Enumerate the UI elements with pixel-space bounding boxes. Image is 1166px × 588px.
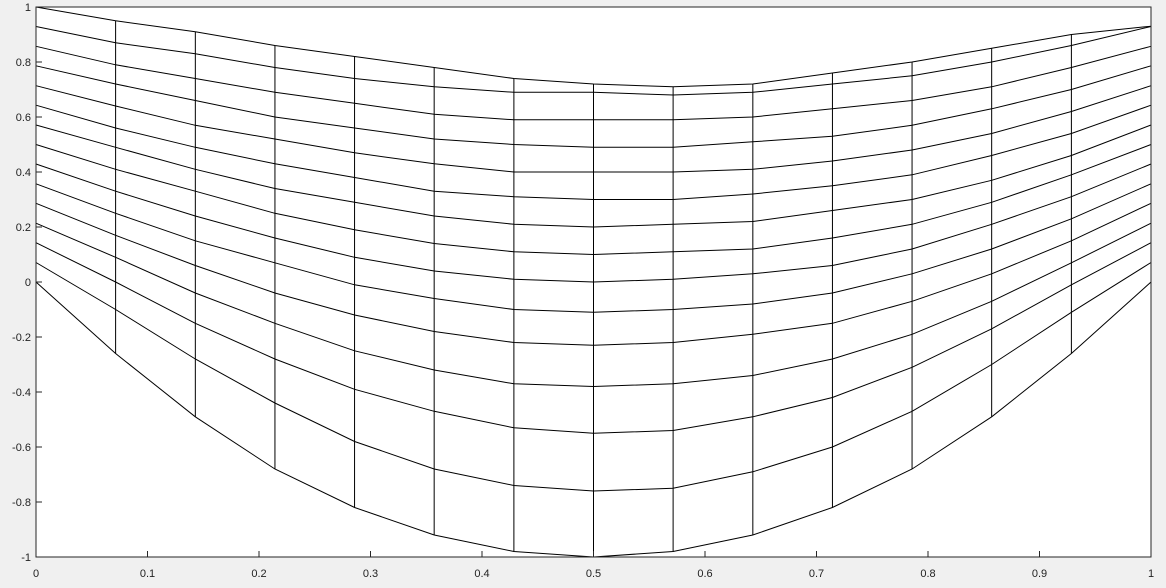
- x-tick-label: 0.6: [697, 568, 712, 580]
- y-tick-label: 0.2: [16, 222, 31, 234]
- y-tick-label: 0.8: [16, 57, 31, 69]
- y-tick-label: 0: [25, 277, 31, 289]
- x-tick-label: 0.2: [251, 568, 266, 580]
- x-tick-label: 1: [1148, 568, 1154, 580]
- y-tick-label: 0.4: [16, 167, 31, 179]
- y-tick-label: 1: [25, 2, 31, 14]
- x-tick-label: 0.5: [586, 568, 601, 580]
- y-tick-label: -0.8: [12, 497, 31, 509]
- x-tick-label: 0.7: [809, 568, 824, 580]
- x-tick-label: 0.8: [920, 568, 935, 580]
- tick-layer: 0 0.1 0.2 0.3 0.4 0.5 0.6 0.7 0.8 0.9 1 -1 -0.8 -0.6 -…: [12, 2, 1154, 580]
- y-tick-label: -0.2: [12, 332, 31, 344]
- x-tick-label: 0.4: [474, 568, 489, 580]
- y-tick-label: -0.4: [12, 387, 31, 399]
- y-tick-label: -0.6: [12, 442, 31, 454]
- x-tick-label: 0.1: [140, 568, 155, 580]
- y-tick-label: -1: [21, 552, 31, 564]
- x-tick-label: 0: [33, 568, 39, 580]
- y-tick-label: 0.6: [16, 112, 31, 124]
- mesh-verticals: [35, 7, 1152, 557]
- x-tick-label: 0.9: [1032, 568, 1047, 580]
- x-tick-label: 0.3: [363, 568, 378, 580]
